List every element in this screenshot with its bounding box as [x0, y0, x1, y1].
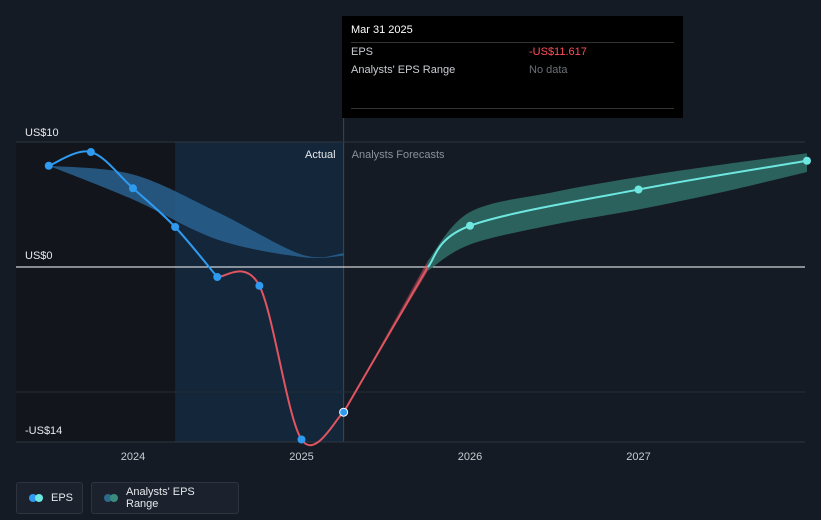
eps-point [297, 435, 306, 444]
forecast-band [427, 153, 807, 271]
past-forecast-band [48, 165, 344, 258]
region-label-actual: Actual [305, 149, 336, 161]
eps-point [44, 161, 53, 170]
eps-point [86, 148, 95, 156]
forecast-band-negative [343, 260, 428, 413]
x-tick-label: 2026 [458, 451, 482, 463]
actual-highlight [175, 142, 344, 442]
tooltip: Mar 31 2025 EPS -US$11.617 Analysts' EPS… [342, 16, 683, 118]
tooltip-row-range: Analysts' EPS Range No data [351, 61, 674, 79]
eps-point [213, 273, 222, 281]
legend-dot-icon [29, 494, 37, 502]
legend-item-eps[interactable]: EPS [16, 482, 83, 514]
forecast-line [427, 159, 808, 268]
region-label-forecast: Analysts Forecasts [352, 149, 445, 161]
legend-swatch-icon [104, 494, 118, 502]
forecast-point [466, 221, 474, 230]
y-axis-label: US$0 [25, 250, 53, 262]
legend-swatch-icon [29, 494, 43, 502]
legend-label: Analysts' EPS Range [126, 486, 195, 510]
legend-dot-icon [35, 494, 43, 502]
x-tick-label: 2024 [121, 451, 145, 463]
legend-label: EPS [51, 492, 74, 504]
tooltip-value: -US$11.617 [529, 46, 587, 58]
eps-line-negative [217, 270, 345, 447]
legend-dot-icon [110, 494, 118, 502]
forecast-point [634, 185, 643, 194]
y-axis-label: -US$14 [25, 425, 62, 437]
legend-dot-icon [104, 494, 112, 502]
legend: EPS Analysts' EPS Range [16, 482, 239, 514]
eps-point [255, 281, 264, 290]
tooltip-value: No data [529, 64, 568, 76]
x-tick-label: 2025 [289, 451, 313, 463]
tooltip-date: Mar 31 2025 [351, 24, 413, 36]
eps-point [129, 184, 137, 193]
forecast-point [803, 156, 811, 165]
tooltip-label: Analysts' EPS Range [351, 64, 456, 76]
tooltip-divider [351, 108, 674, 109]
tooltip-row-eps: EPS -US$11.617 [351, 42, 674, 61]
legend-item-range[interactable]: Analysts' EPS Range [91, 482, 239, 514]
forecast-line-negative [342, 266, 429, 413]
tooltip-label: EPS [351, 46, 374, 58]
eps-point [171, 223, 180, 231]
eps-point [339, 407, 349, 417]
y-axis-label: US$10 [25, 127, 59, 139]
x-tick-label: 2027 [626, 451, 650, 463]
